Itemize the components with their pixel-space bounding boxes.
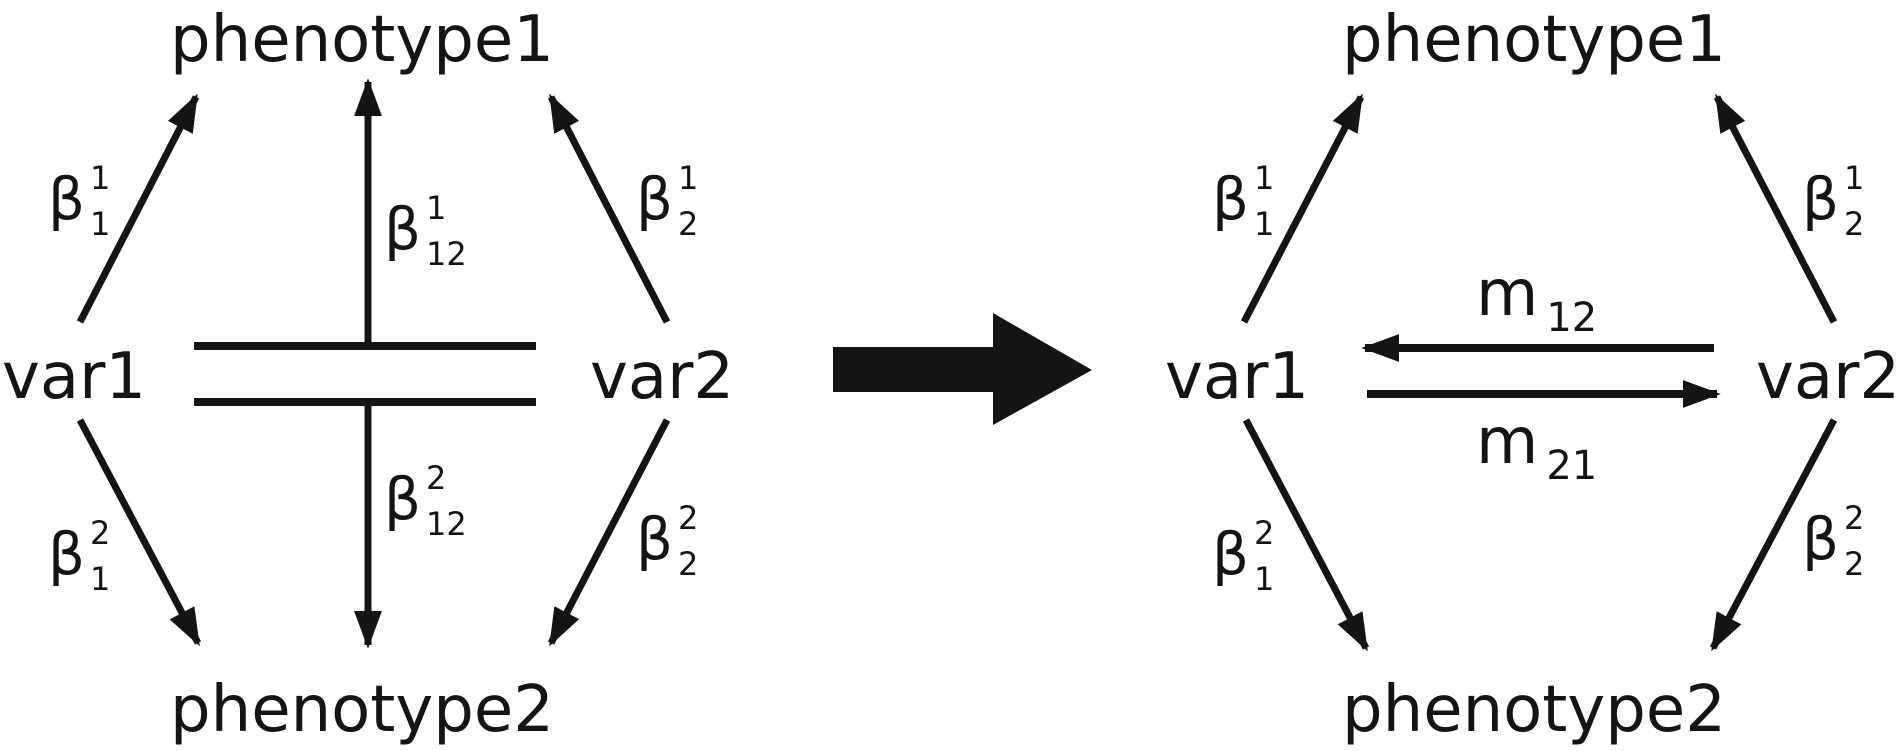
coef-sub: 1	[1254, 205, 1275, 243]
coef-sup: 1	[1844, 159, 1865, 197]
coef-beta-2-2-right: β 2 2	[1802, 502, 1864, 580]
coef-sub: 2	[678, 545, 699, 583]
coef-base: β	[636, 165, 674, 233]
coef-sub: 1	[1254, 560, 1275, 598]
arrow-var2-to-phenotype1-right	[1713, 93, 1838, 324]
coef-sup: 2	[1254, 514, 1275, 552]
arrow-var1-to-phenotype2	[76, 418, 202, 647]
coef-beta-1-12: β 1 12	[384, 192, 467, 270]
m-base: m	[1476, 257, 1539, 331]
transform-arrow-head	[993, 313, 1092, 425]
var2-label-right: var2	[1756, 340, 1898, 414]
m21-label: m 21	[1476, 410, 1597, 486]
coef-base: β	[48, 520, 86, 588]
coef-sub: 1	[90, 205, 111, 243]
coef-base: β	[1802, 505, 1840, 573]
coef-base: β	[636, 505, 674, 573]
coef-sup: 1	[426, 189, 447, 227]
coef-sub: 1	[90, 560, 111, 598]
coef-beta-2-2-left: β 2 2	[636, 502, 698, 580]
var1-label-right: var1	[1165, 340, 1310, 414]
coef-beta-1-2-left: β 1 2	[636, 162, 698, 240]
coef-base: β	[384, 465, 422, 533]
coef-sup: 2	[1844, 499, 1865, 537]
arrow-var1-to-phenotype2-right	[1242, 418, 1370, 652]
m-sub: 12	[1546, 295, 1598, 341]
var1-label-left: var1	[2, 340, 147, 414]
coef-sup: 1	[678, 159, 699, 197]
coef-sub: 2	[678, 205, 699, 243]
coef-sub: 2	[1844, 205, 1865, 243]
coef-base: β	[384, 195, 422, 263]
arrow-var1-to-phenotype1	[76, 93, 200, 324]
interaction-bar-top	[194, 342, 536, 350]
coef-sup: 1	[90, 159, 111, 197]
arrow-var2-to-phenotype2	[547, 418, 671, 647]
coef-sup: 1	[1254, 159, 1275, 197]
coef-beta-1-1-left: β 1 1	[48, 162, 110, 240]
interaction-bar-bottom	[194, 398, 536, 406]
coef-beta-1-1-right: β 1 1	[1212, 162, 1274, 240]
var2-label-left: var2	[590, 340, 735, 414]
m-base: m	[1476, 405, 1539, 479]
phenotype1-label-left: phenotype1	[170, 3, 554, 77]
phenotype2-label-left: phenotype2	[170, 673, 554, 747]
coef-beta-2-1-left: β 2 1	[48, 517, 110, 595]
coef-beta-2-1-right: β 2 1	[1212, 517, 1274, 595]
coef-beta-1-2-right: β 1 2	[1802, 162, 1864, 240]
coef-sub: 12	[426, 505, 467, 543]
coef-sub: 2	[1844, 545, 1865, 583]
coef-base: β	[1802, 165, 1840, 233]
arrow-var1-to-phenotype1-right	[1240, 93, 1365, 324]
coef-sup: 2	[90, 514, 111, 552]
coef-base: β	[1212, 165, 1250, 233]
coef-sup: 2	[426, 459, 447, 497]
coef-sup: 2	[678, 499, 699, 537]
m12-label: m 12	[1476, 262, 1597, 338]
phenotype1-label-right: phenotype1	[1342, 3, 1726, 77]
coef-sub: 12	[426, 235, 467, 273]
phenotype2-label-right: phenotype2	[1342, 673, 1726, 747]
coef-base: β	[1212, 520, 1250, 588]
arrow-var2-to-phenotype1	[547, 93, 671, 324]
transform-arrow-body	[833, 347, 1009, 392]
coef-beta-2-12: β 2 12	[384, 462, 467, 540]
m-sub: 21	[1546, 443, 1598, 489]
coef-base: β	[48, 165, 86, 233]
arrow-var2-to-phenotype2-right	[1709, 418, 1838, 652]
